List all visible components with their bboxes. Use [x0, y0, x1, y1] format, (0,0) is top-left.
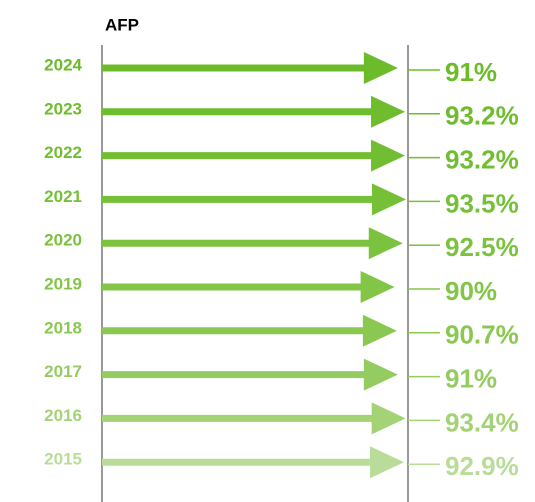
category-label: 2017 [44, 362, 82, 381]
arrow [102, 52, 398, 84]
category-label: 2024 [44, 55, 82, 74]
category-label: 2021 [44, 187, 82, 206]
arrow [102, 139, 406, 172]
arrow [102, 227, 403, 260]
value-label: 93.2% [445, 101, 519, 131]
arrow [102, 95, 406, 128]
value-label: 92.5% [445, 232, 519, 262]
arrow [102, 183, 406, 216]
arrow [102, 358, 398, 391]
arrow [102, 446, 405, 479]
category-label: 2023 [44, 99, 82, 118]
value-label: 93.5% [445, 188, 519, 218]
value-label: 93.2% [445, 144, 519, 174]
arrow [102, 402, 406, 435]
category-label: 2022 [44, 143, 82, 162]
value-label: 90.7% [445, 320, 519, 350]
arrow [102, 314, 397, 347]
category-label: 2018 [44, 318, 82, 337]
value-label: 93.4% [445, 407, 519, 437]
category-label: 2016 [44, 406, 82, 425]
value-label: 92.9% [445, 451, 519, 481]
value-label: 90% [445, 276, 497, 306]
chart-title: AFP [105, 15, 139, 34]
value-label: 91% [445, 363, 497, 393]
category-label: 2019 [44, 274, 82, 293]
category-label: 2020 [44, 231, 82, 250]
value-label: 91% [445, 57, 497, 87]
arrow [102, 271, 395, 303]
category-label: 2015 [44, 450, 82, 469]
